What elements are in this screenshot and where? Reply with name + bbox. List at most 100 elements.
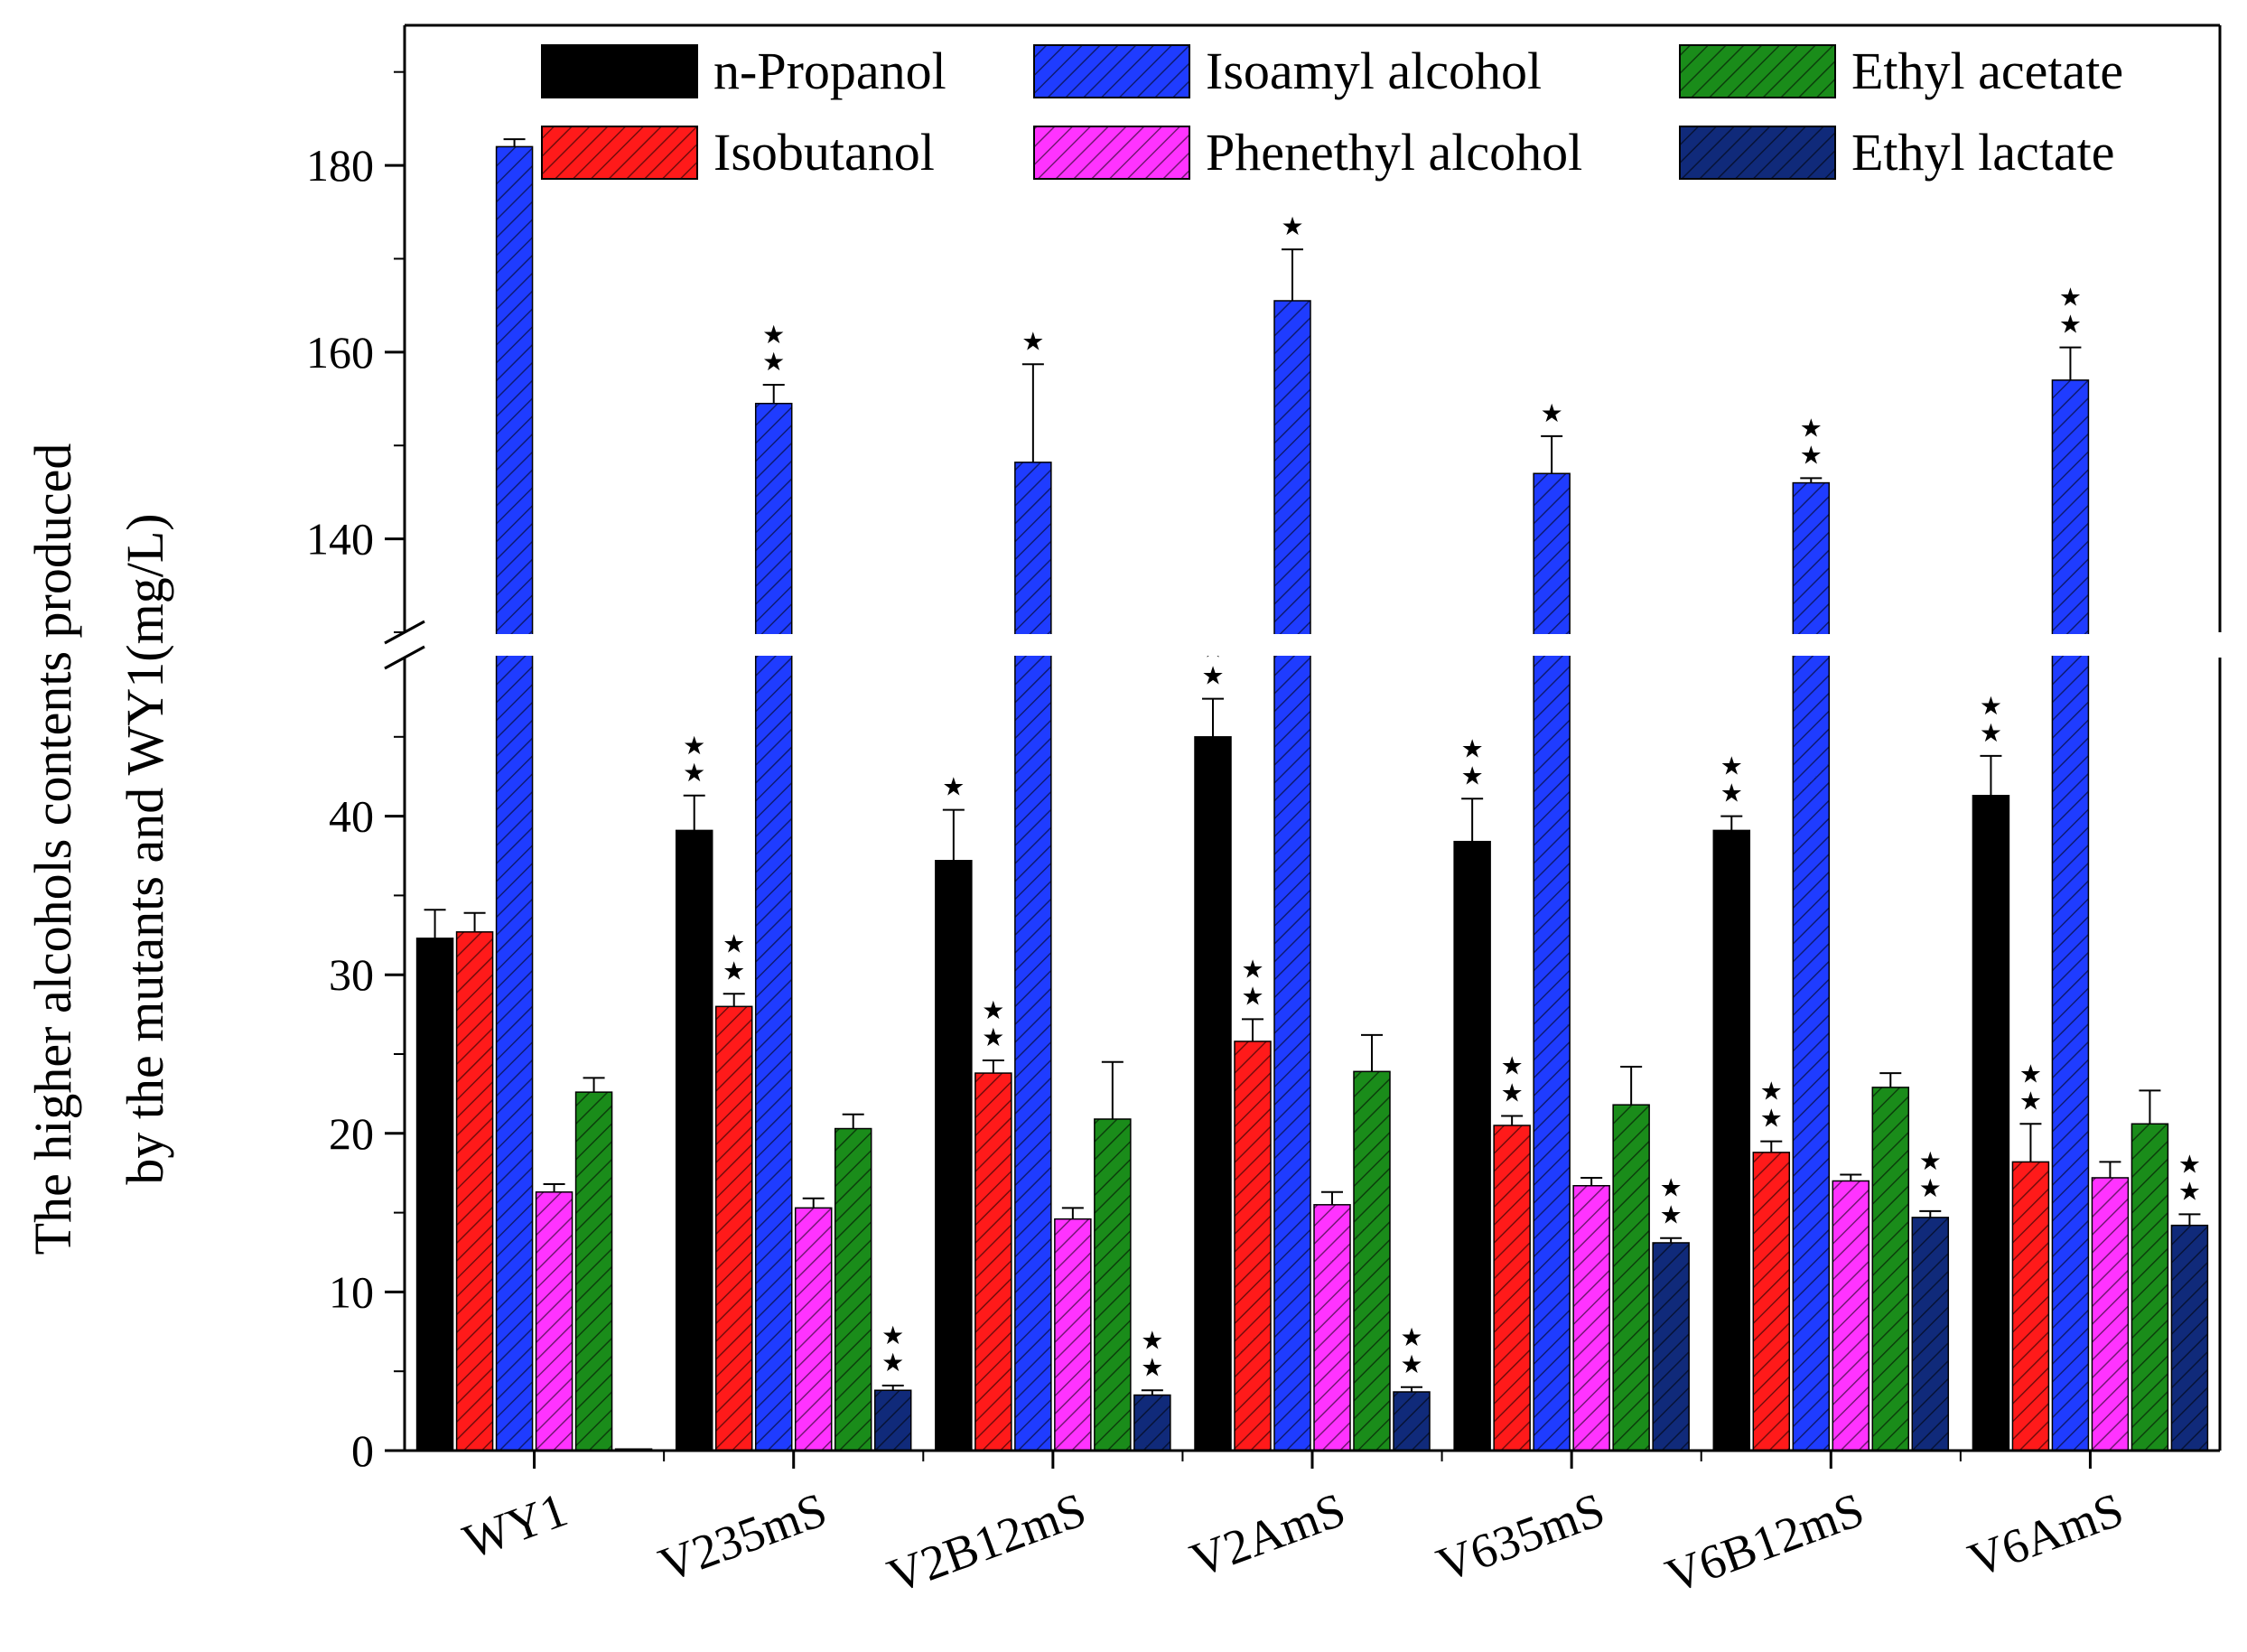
significance-mark: ★ [1660, 1173, 1683, 1203]
legend-swatch [1679, 44, 1836, 98]
bar-isobutanol-v635ms [1493, 1125, 1531, 1451]
significance-mark: ★ [1141, 1352, 1163, 1382]
significance-mark: ★ [1281, 211, 1303, 241]
y-tick-label: 160 [306, 327, 374, 378]
bar-ethyl-acetate-v235ms [834, 1127, 872, 1451]
bar-phenethyl-alcohol-v6ams [2091, 1177, 2130, 1451]
y-tick-label: 140 [306, 514, 374, 565]
significance-mark: ★ [1241, 981, 1263, 1011]
significance-mark: ★ [1660, 1200, 1683, 1230]
significance-mark: ★ [881, 1321, 904, 1350]
significance-mark: ★ [1760, 1077, 1783, 1106]
significance-mark: ★ [723, 929, 745, 958]
bar-ethyl-lactate-v2b12ms [1133, 1394, 1171, 1451]
bar-n-propanol-v2b12ms [935, 860, 973, 1451]
significance-mark: ★ [1541, 398, 1563, 428]
bar-phenethyl-alcohol-v6b12ms [1832, 1180, 1870, 1451]
x-category-label: V2B12mS [881, 1482, 1093, 1603]
significance-mark: ★ [683, 758, 705, 788]
bar-isoamyl-alcohol-v235ms [754, 402, 793, 1451]
bar-phenethyl-alcohol-v2ams [1313, 1204, 1351, 1451]
y-axis-title-line-2: by the mutants and WY1(mg/L) [116, 513, 174, 1184]
significance-mark: ★ [1501, 1050, 1524, 1080]
legend-label: n-Propanol [713, 42, 946, 100]
significance-mark: ★ [1980, 718, 2002, 748]
y-tick-label: 10 [329, 1266, 374, 1317]
plot-area: ★★★★★★★★★★★★★★★★★★★★★★★★★★★★★★★★★★★★★★★★… [306, 23, 2247, 1603]
legend-label: Ethyl acetate [1851, 42, 2123, 100]
bar-n-propanol-v6ams [1972, 795, 2010, 1451]
bar-ethyl-lactate-v2ams [1393, 1391, 1431, 1451]
significance-mark: ★ [2059, 310, 2082, 340]
significance-mark: ★ [2178, 1176, 2201, 1206]
significance-mark: ★ [1461, 733, 1484, 763]
bar-isoamyl-alcohol-v6ams [2051, 379, 2090, 1451]
bar-phenethyl-alcohol-v635ms [1572, 1184, 1610, 1451]
significance-mark: ★ [1919, 1173, 1942, 1203]
significance-mark: ★ [1800, 440, 1823, 470]
bar-n-propanol-v2ams [1194, 736, 1232, 1451]
bar-isobutanol-v6b12ms [1752, 1152, 1791, 1451]
bar-phenethyl-alcohol-v2b12ms [1054, 1218, 1092, 1451]
significance-mark: ★ [2019, 1059, 2042, 1088]
significance-mark: ★ [1720, 779, 1743, 808]
legend-swatch [541, 44, 698, 98]
legend-swatch [1033, 126, 1190, 180]
significance-mark: ★ [1400, 1322, 1422, 1352]
bar-ethyl-acetate-v2b12ms [1094, 1118, 1132, 1451]
bar-n-propanol-wy1 [415, 938, 454, 1451]
bar-phenethyl-alcohol-v235ms [794, 1207, 833, 1451]
significance-mark: ★ [1800, 413, 1823, 443]
significance-mark: ★ [1980, 691, 2002, 721]
bar-ethyl-lactate-v235ms [873, 1389, 912, 1451]
significance-mark: ★ [1501, 1078, 1524, 1107]
bar-ethyl-acetate-v635ms [1612, 1104, 1650, 1451]
bar-ethyl-acetate-wy1 [574, 1091, 613, 1451]
legend-swatch [1679, 126, 1836, 180]
y-axis-title-line-1: The higher alcohols contents produced [23, 443, 82, 1255]
bar-isobutanol-v235ms [714, 1005, 753, 1451]
legend-swatch [541, 126, 698, 180]
bar-isoamyl-alcohol-v2ams [1273, 300, 1311, 1451]
bar-ethyl-acetate-v2ams [1353, 1070, 1391, 1451]
significance-mark: ★ [2059, 283, 2082, 313]
bar-phenethyl-alcohol-wy1 [535, 1191, 573, 1451]
significance-mark: ★ [942, 772, 965, 802]
significance-mark: ★ [1141, 1325, 1163, 1355]
significance-mark: ★ [1241, 954, 1263, 984]
bar-isoamyl-alcohol-v6b12ms [1792, 481, 1831, 1451]
legend-label: Phenethyl alcohol [1206, 123, 1582, 182]
x-category-label: V635mS [1430, 1482, 1611, 1592]
legend-label: Isoamyl alcohol [1206, 42, 1542, 100]
significance-mark: ★ [723, 956, 745, 985]
y-tick-label: 40 [329, 791, 374, 842]
significance-mark: ★ [762, 320, 785, 350]
significance-mark: ★ [2019, 1086, 2042, 1115]
bar-isobutanol-v2b12ms [974, 1072, 1012, 1451]
significance-mark: ★ [683, 731, 705, 761]
axis-break-gap [368, 634, 2247, 656]
significance-mark: ★ [1021, 326, 1044, 356]
significance-mark: ★ [762, 347, 785, 377]
bar-ethyl-lactate-v6b12ms [1911, 1217, 1950, 1451]
significance-mark: ★ [982, 1022, 1004, 1052]
bar-isobutanol-v2ams [1234, 1041, 1272, 1451]
significance-mark: ★ [982, 995, 1004, 1025]
bar-ethyl-lactate-v6ams [2170, 1224, 2209, 1451]
significance-mark: ★ [1400, 1349, 1422, 1379]
y-tick-label: 30 [329, 949, 374, 1000]
legend: n-Propanol Isoamyl alcohol Ethyl acetate Is… [541, 42, 2123, 182]
legend-label: Isobutanol [713, 123, 935, 182]
significance-mark: ★ [1461, 761, 1484, 790]
bar-ethyl-acetate-v6ams [2130, 1123, 2169, 1451]
y-tick-label: 180 [306, 140, 374, 191]
bar-n-propanol-v635ms [1453, 840, 1491, 1451]
x-category-label: WY1 [456, 1482, 573, 1569]
bar-isoamyl-alcohol-v2b12ms [1014, 462, 1052, 1451]
bar-isobutanol-wy1 [455, 931, 494, 1451]
bar-n-propanol-v235ms [675, 829, 713, 1451]
significance-mark: ★ [1720, 751, 1743, 781]
axis-break-mark [384, 645, 425, 670]
legend-swatch [1033, 44, 1190, 98]
